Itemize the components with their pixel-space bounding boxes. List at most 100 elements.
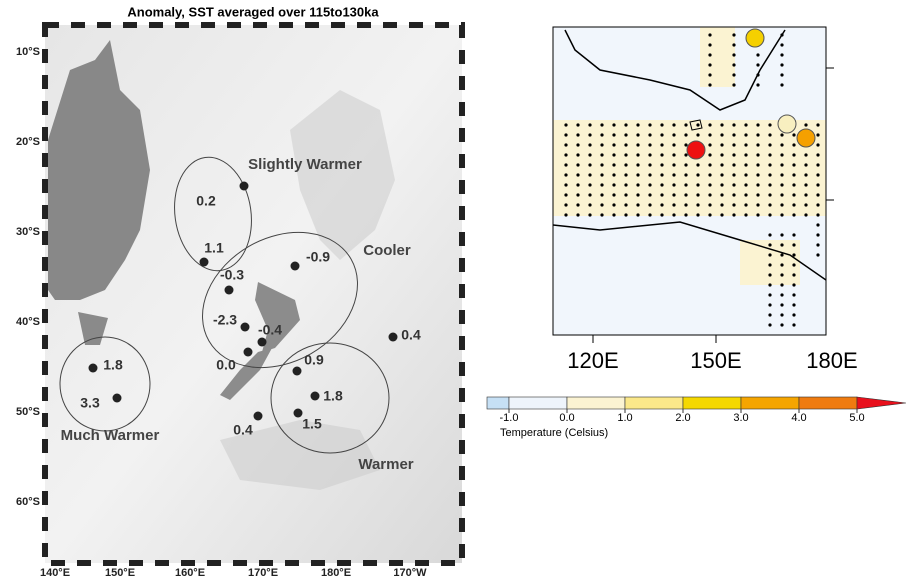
stipple xyxy=(732,163,735,166)
left-map xyxy=(45,25,462,563)
stipple xyxy=(828,233,831,236)
stipple xyxy=(768,203,771,206)
stipple xyxy=(756,203,759,206)
stipple xyxy=(576,213,579,216)
stipple xyxy=(588,183,591,186)
stipple xyxy=(816,173,819,176)
site-marker xyxy=(225,286,234,295)
site-value: -0.9 xyxy=(306,249,330,265)
stipple xyxy=(588,203,591,206)
stipple xyxy=(648,143,651,146)
stipple xyxy=(648,133,651,136)
stipple xyxy=(660,203,663,206)
stipple xyxy=(732,123,735,126)
stipple xyxy=(576,133,579,136)
site-value: 0.9 xyxy=(304,352,324,368)
site-marker xyxy=(89,364,98,373)
lon-label: 170°W xyxy=(393,567,427,579)
stipple xyxy=(804,203,807,206)
lon-label: 180E xyxy=(806,348,857,373)
stipple xyxy=(732,63,735,66)
stipple xyxy=(768,273,771,276)
colorbar-segment xyxy=(799,397,857,409)
stipple xyxy=(720,213,723,216)
stipple xyxy=(672,213,675,216)
stipple xyxy=(816,183,819,186)
stipple xyxy=(768,163,771,166)
site-value: 0.0 xyxy=(216,357,236,373)
site-marker xyxy=(113,394,122,403)
stipple xyxy=(780,193,783,196)
stipple xyxy=(684,183,687,186)
stipple xyxy=(708,83,711,86)
stipple xyxy=(732,183,735,186)
stipple xyxy=(672,193,675,196)
stipple xyxy=(792,243,795,246)
stipple xyxy=(612,153,615,156)
site-value: -2.3 xyxy=(213,312,237,328)
stipple xyxy=(780,133,783,136)
stipple xyxy=(720,153,723,156)
stipple xyxy=(564,173,567,176)
lon-label: 150E xyxy=(690,348,741,373)
stipple xyxy=(612,193,615,196)
stipple xyxy=(564,183,567,186)
colorbar-segment xyxy=(509,397,567,409)
right-map xyxy=(553,27,834,343)
stipple xyxy=(576,193,579,196)
colorbar-segment xyxy=(487,397,509,409)
site-marker xyxy=(200,258,209,267)
stipple xyxy=(600,183,603,186)
stipple xyxy=(624,153,627,156)
stipple xyxy=(648,193,651,196)
stipple xyxy=(576,203,579,206)
stipple xyxy=(732,213,735,216)
site-marker xyxy=(240,182,249,191)
stipple xyxy=(684,203,687,206)
lat-label: 10°S xyxy=(16,46,40,58)
stipple xyxy=(780,233,783,236)
stipple xyxy=(600,173,603,176)
stipple xyxy=(756,73,759,76)
stipple xyxy=(636,183,639,186)
stipple xyxy=(780,203,783,206)
stipple xyxy=(624,183,627,186)
stipple xyxy=(564,153,567,156)
stipple xyxy=(768,263,771,266)
colorbar-segment xyxy=(625,397,683,409)
stipple xyxy=(756,63,759,66)
stipple xyxy=(708,33,711,36)
stipple xyxy=(756,153,759,156)
colorbar-segment xyxy=(683,397,741,409)
stipple xyxy=(672,183,675,186)
stipple xyxy=(672,123,675,126)
stipple xyxy=(600,153,603,156)
colorbar-tick-label: 3.0 xyxy=(733,412,748,424)
stipple xyxy=(624,173,627,176)
stipple xyxy=(696,203,699,206)
stipple xyxy=(708,123,711,126)
stipple xyxy=(696,213,699,216)
stipple xyxy=(816,213,819,216)
stipple xyxy=(804,153,807,156)
stipple xyxy=(684,133,687,136)
stipple xyxy=(636,213,639,216)
stipple xyxy=(780,73,783,76)
stipple xyxy=(792,313,795,316)
stipple xyxy=(768,313,771,316)
stipple xyxy=(816,133,819,136)
stipple xyxy=(720,193,723,196)
stipple xyxy=(612,183,615,186)
stipple xyxy=(756,213,759,216)
stipple xyxy=(828,243,831,246)
stipple xyxy=(780,293,783,296)
stipple xyxy=(828,123,831,126)
stipple xyxy=(684,153,687,156)
stipple xyxy=(708,203,711,206)
stipple xyxy=(672,143,675,146)
stipple xyxy=(780,143,783,146)
stipple xyxy=(588,163,591,166)
stipple xyxy=(768,293,771,296)
stipple xyxy=(732,53,735,56)
colorbar-segment xyxy=(567,397,625,409)
